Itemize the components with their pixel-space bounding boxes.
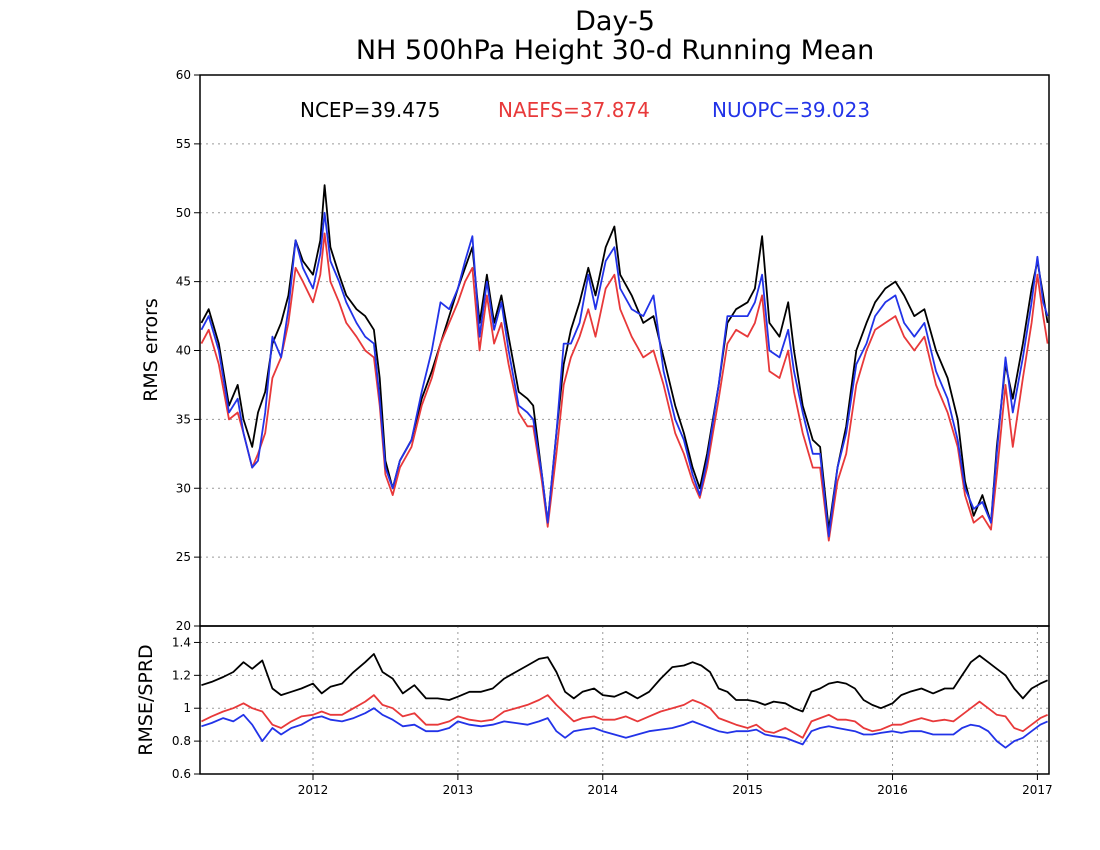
rms-y-tick-label: 30 [176,481,191,495]
ratio-y-tick-label: 1.2 [172,668,191,682]
rms-errors-panel: 20 25 30 35 40 45 50 55 60 [176,68,1050,633]
ratio-frame [199,625,1050,775]
rms-y-tick-label: 20 [176,619,191,633]
y-axis-label-rms: RMS errors [140,298,162,402]
rms-y-tick-label: 25 [176,550,191,564]
rms-y-tick-label: 55 [176,137,191,151]
legend-ncep: NCEP=39.475 [300,98,440,122]
y-axis-label-ratio: RMSE/SPRD [135,644,157,755]
rms-y-tick-label: 60 [176,68,191,82]
rmse-sprd-panel: 0.6 0.8 1 1.2 1.4 2012 2013 2014 2015 2016 2017 [172,625,1053,797]
x-tick-label: 2013 [443,783,474,797]
rms-series-ncep [200,184,1049,531]
legend-nuopc: NUOPC=39.023 [712,98,870,122]
x-tick-label: 2012 [298,783,329,797]
x-tick-label: 2017 [1022,783,1053,797]
chart-title: Day-5 [575,6,655,37]
ratio-series-ncep [201,653,1048,713]
rms-series-naefs [200,232,1049,542]
x-tick-label: 2016 [877,783,908,797]
rms-y-tick-label: 50 [176,206,191,220]
rms-y-tick-label: 40 [176,344,191,358]
rms-series-nuopc [200,211,1049,538]
ratio-y-tick-label: 0.6 [172,767,191,781]
ratio-y-tick-label: 1 [183,701,191,715]
ratio-y-tick-label: 0.8 [172,734,191,748]
ratio-series-nuopc [201,707,1048,749]
rms-y-tick-label: 45 [176,275,191,289]
ratio-y-tick-label: 1.4 [172,635,191,649]
x-tick-label: 2014 [587,783,618,797]
ratio-series-naefs [201,694,1048,739]
chart-subtitle: NH 500hPa Height 30-d Running Mean [356,35,874,66]
legend-naefs: NAEFS=37.874 [498,98,650,122]
rms-y-tick-label: 35 [176,412,191,426]
x-tick-label: 2015 [732,783,763,797]
